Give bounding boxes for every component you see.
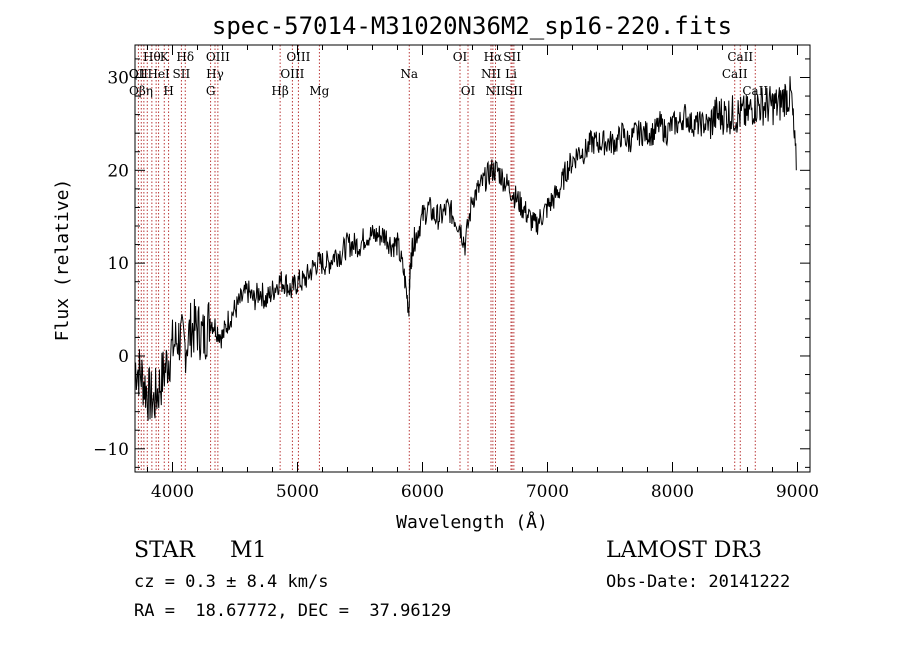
- reference-line-label: Li: [505, 67, 517, 81]
- reference-line-label: G: [206, 84, 216, 98]
- reference-line-labels: OIIHθHeIKHSIIHδGHγOIIIHβOIIIOIIIMgNaOIOI…: [129, 50, 769, 98]
- reference-line-label: K: [160, 50, 170, 64]
- x-tick-label: 6000: [401, 482, 444, 502]
- plot-area: [134, 76, 797, 421]
- obs-date: Obs-Date: 20141222: [606, 572, 791, 592]
- info-class: STAR M1: [134, 538, 267, 563]
- reference-line-label: OIII: [280, 67, 304, 81]
- y-tick-label: −10: [93, 440, 129, 460]
- reference-line-label: SII: [173, 67, 191, 81]
- reference-line-label: OI: [453, 50, 468, 64]
- plot-frame: [134, 44, 811, 473]
- overlay-label-row1: Q1: [129, 67, 146, 81]
- axes: 4000 5000 6000 7000 8000 9000 −10 0 10 20 30: [93, 44, 819, 502]
- spectrum-line: [134, 76, 797, 421]
- chart-title: spec-57014-M31020N36M2_sp16-220.fits: [212, 12, 732, 40]
- reference-line-label: Mg: [309, 84, 329, 98]
- survey-label: LAMOST DR3: [606, 538, 762, 563]
- reference-line-label: SII: [503, 50, 521, 64]
- reference-line-label: Hθ: [143, 50, 161, 64]
- reference-line-label: H: [163, 84, 173, 98]
- reference-line-label: CaII: [722, 67, 748, 81]
- y-tick-label: 0: [118, 347, 129, 367]
- spectral-class: STAR: [134, 538, 195, 563]
- reference-line-label: NII: [481, 67, 501, 81]
- x-tick-label: 9000: [776, 482, 819, 502]
- reference-line-label: Na: [400, 67, 418, 81]
- cz-value: cz = 0.3 ± 8.4 km/s: [134, 572, 329, 592]
- x-tick-label: 8000: [651, 482, 694, 502]
- ra-dec: RA = 18.67772, DEC = 37.96129: [134, 601, 452, 621]
- reference-line-label: OI: [461, 84, 476, 98]
- reference-line-label: OIII: [286, 50, 310, 64]
- reference-line-label: SII: [505, 84, 523, 98]
- y-axis-label: Flux (relative): [52, 179, 73, 342]
- reference-line-label: CaII: [727, 50, 753, 64]
- y-tick-label: 30: [107, 68, 129, 88]
- reference-line-label: Hγ: [206, 67, 224, 81]
- x-axis-label: Wavelength (Å): [396, 511, 548, 533]
- x-tick-label: 7000: [526, 482, 569, 502]
- reference-line-label: NII: [486, 84, 506, 98]
- y-tick-label: 10: [107, 254, 129, 274]
- reference-line-label: HeI: [147, 67, 170, 81]
- x-tick-label: 4000: [151, 482, 194, 502]
- reference-lines: [137, 45, 756, 472]
- reference-line-label: OIII: [206, 50, 230, 64]
- y-tick-label: 20: [107, 161, 129, 181]
- overlay-label-row2: Qβη: [129, 84, 153, 98]
- reference-line-label: Hα: [484, 50, 503, 64]
- x-tick-label: 5000: [276, 482, 319, 502]
- reference-line-label: Hδ: [176, 50, 194, 64]
- spectral-subclass: M1: [230, 538, 267, 563]
- reference-line-label: Hβ: [271, 84, 288, 98]
